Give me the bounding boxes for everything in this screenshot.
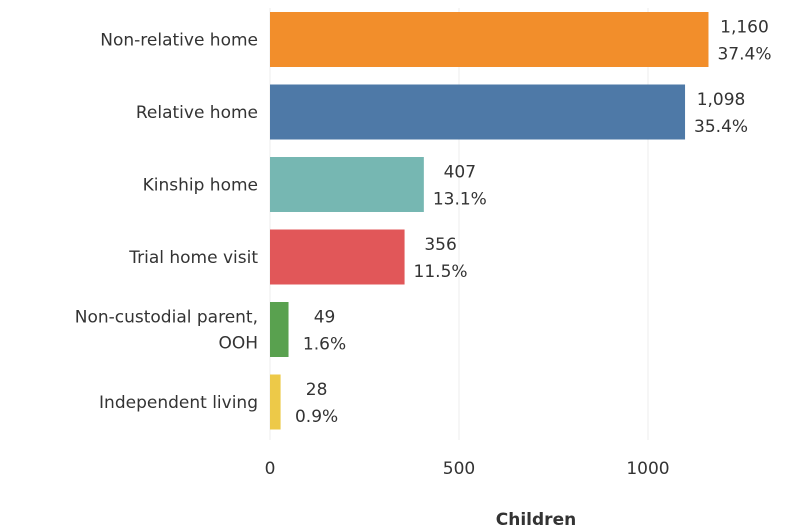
value-label-0: 1,160: [720, 18, 769, 38]
value-labels: 1,160 37.4% 1,098 35.4% 407 13.1% 356 11.5% 49 1.…: [295, 18, 772, 428]
category-label-3: Trial home visit: [128, 248, 258, 268]
percent-label-4: 1.6%: [303, 335, 346, 355]
bar-0: [270, 12, 709, 67]
category-label-4-line-0: Non-custodial parent,: [75, 308, 258, 328]
x-axis-ticks: 0 500 1000: [265, 459, 670, 479]
category-labels: Non-relative home Relative home Kinship ho…: [75, 31, 259, 414]
bar-1: [270, 84, 686, 140]
value-label-2: 407: [444, 163, 476, 183]
gridlines: [269, 8, 649, 440]
bar-4: [270, 302, 289, 357]
percent-label-5: 0.9%: [295, 407, 338, 427]
category-label-2: Kinship home: [143, 176, 258, 196]
bar-3: [270, 229, 405, 285]
percent-label-1: 35.4%: [694, 117, 748, 137]
category-label-4-line-1: OOH: [218, 334, 258, 354]
bar-5: [270, 374, 281, 430]
percent-label-3: 11.5%: [414, 262, 468, 282]
x-axis-title: Children: [496, 510, 576, 530]
value-label-4: 49: [314, 308, 336, 328]
category-label-0: Non-relative home: [100, 31, 258, 51]
value-label-1: 1,098: [697, 90, 746, 110]
x-tick-label-1: 500: [443, 459, 475, 479]
category-label-1: Relative home: [136, 103, 258, 123]
value-label-5: 28: [306, 380, 328, 400]
x-tick-label-2: 1000: [626, 459, 669, 479]
bars: [270, 12, 709, 430]
percent-label-0: 37.4%: [717, 45, 771, 65]
category-label-5: Independent living: [99, 393, 258, 413]
x-tick-label-0: 0: [265, 459, 276, 479]
bar-2: [270, 157, 424, 212]
percent-label-2: 13.1%: [433, 190, 487, 210]
value-label-3: 356: [424, 235, 456, 255]
